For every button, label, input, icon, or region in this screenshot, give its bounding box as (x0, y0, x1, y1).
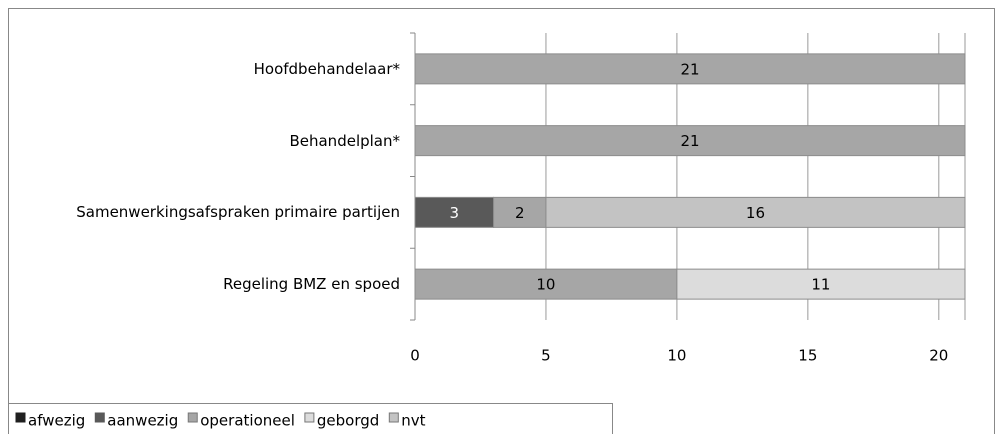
legend-label: geborgd (317, 412, 379, 430)
data-label: 11 (811, 276, 830, 294)
x-tick-label: 10 (667, 347, 686, 365)
y-tick-label: Hoofdbehandelaar* (253, 59, 400, 78)
x-tick-label: 0 (410, 347, 420, 365)
x-tick-label: 5 (541, 347, 551, 365)
data-label: 21 (680, 60, 699, 78)
x-tick-label: 20 (929, 347, 948, 365)
legend-label: operationeel (200, 412, 295, 430)
legend-swatch (187, 412, 198, 423)
legend-swatch (388, 412, 399, 423)
y-tick-label: Samenwerkingsafspraken primaire partijen (76, 203, 400, 222)
y-tick-label: Behandelplan* (289, 131, 400, 150)
legend-swatch (304, 412, 315, 423)
bar-segment (414, 125, 966, 157)
legend-label: nvt (401, 412, 425, 430)
legend-label: afwezig (28, 412, 85, 430)
legend-label: aanwezig (107, 412, 178, 430)
data-label: 16 (746, 204, 765, 222)
chart-border (8, 8, 995, 434)
bar-segment (414, 196, 495, 228)
bar-segment (414, 53, 966, 85)
legend-swatch (15, 412, 26, 423)
bar-segment (676, 268, 966, 300)
data-label: 21 (680, 132, 699, 150)
legend-swatch (94, 412, 105, 423)
data-label: 3 (450, 204, 460, 222)
bar-segment (545, 196, 966, 228)
data-label: 2 (515, 204, 525, 222)
x-tick-label: 15 (798, 347, 817, 365)
data-label: 10 (536, 276, 555, 294)
y-tick-label: Regeling BMZ en spoed (223, 275, 400, 294)
